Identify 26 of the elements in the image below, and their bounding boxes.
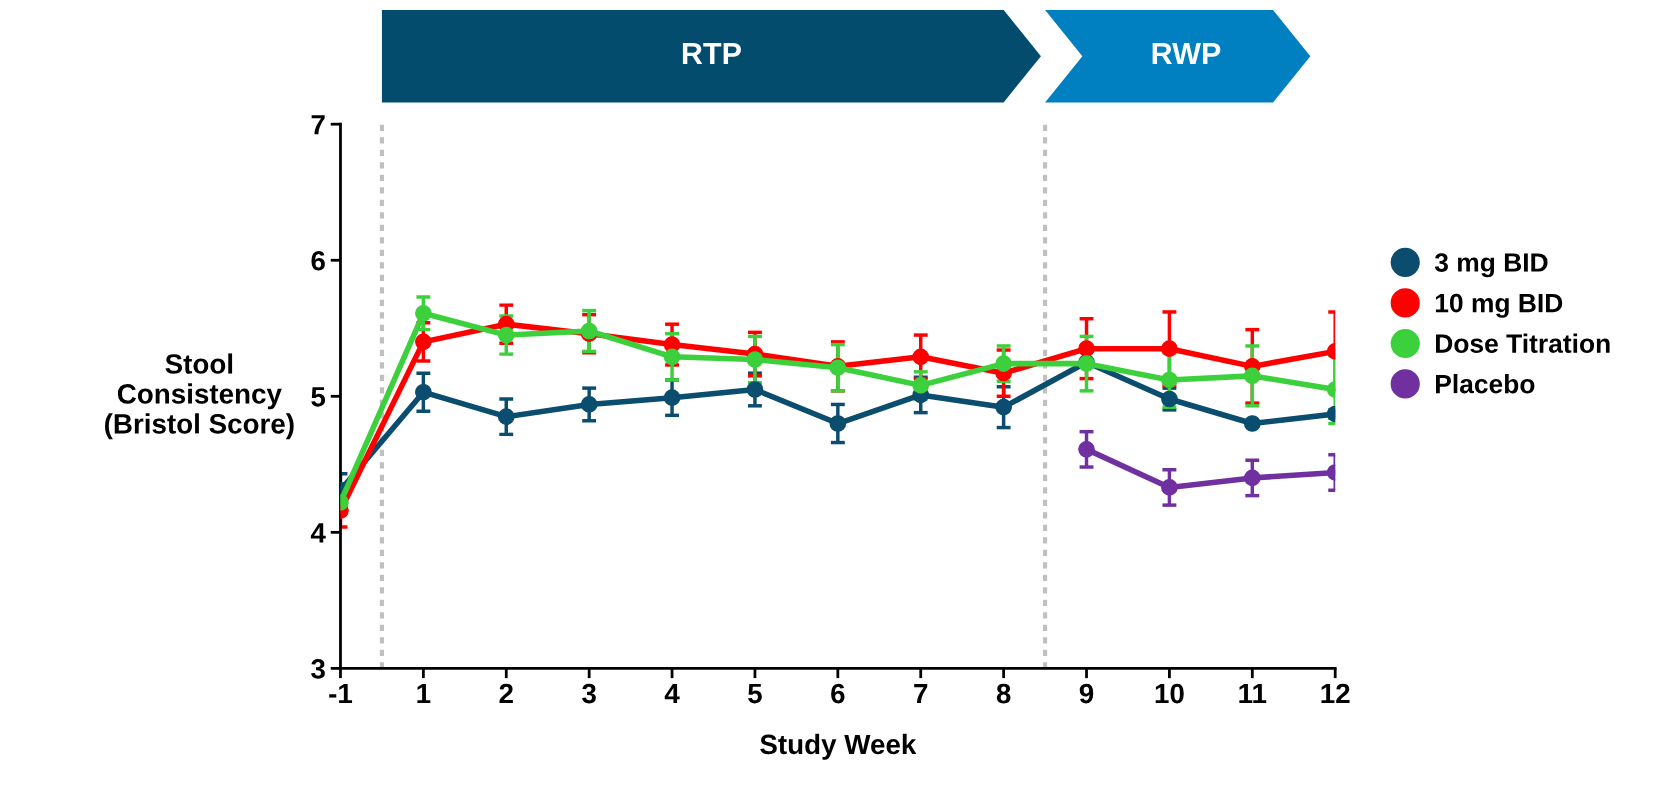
x-tick-label: 9 [1079,683,1094,704]
y-tick-label: 7 [311,115,325,135]
x-tick-label: 12 [1321,683,1350,704]
x-tick-label: 4 [664,684,680,704]
legend-label: 3 mg BID [1434,253,1548,278]
y-tick-label: 5 [311,387,326,407]
legend-label: Dose Titration [1436,333,1610,353]
x-tick-label: 11 [1239,684,1267,704]
y-tick-label: 6 [311,250,325,271]
y-tick-label: 4 [310,523,326,543]
x-tick-label: 6 [831,683,845,704]
x-tick-label: 7 [914,684,928,704]
x-tick-label: 3 [582,683,596,704]
text: RTP [682,43,741,65]
legend-label: Placebo [1436,374,1535,394]
text: RWP [1152,43,1221,65]
x-tick-label: -1 [329,684,353,704]
legend-label: 10 mg BID [1435,293,1563,318]
y-tick-label: 3 [311,659,325,679]
x-tick-label: 10 [1155,683,1184,704]
y-axis-title: Stool Consistency (Bristol Score) [105,353,294,440]
x-tick-label: 5 [748,684,762,704]
x-tick-label: 8 [996,683,1011,704]
x-tick-label: 2 [499,683,513,704]
x-axis-title: Study Week [760,733,917,760]
x-tick-label: 1 [417,684,431,704]
